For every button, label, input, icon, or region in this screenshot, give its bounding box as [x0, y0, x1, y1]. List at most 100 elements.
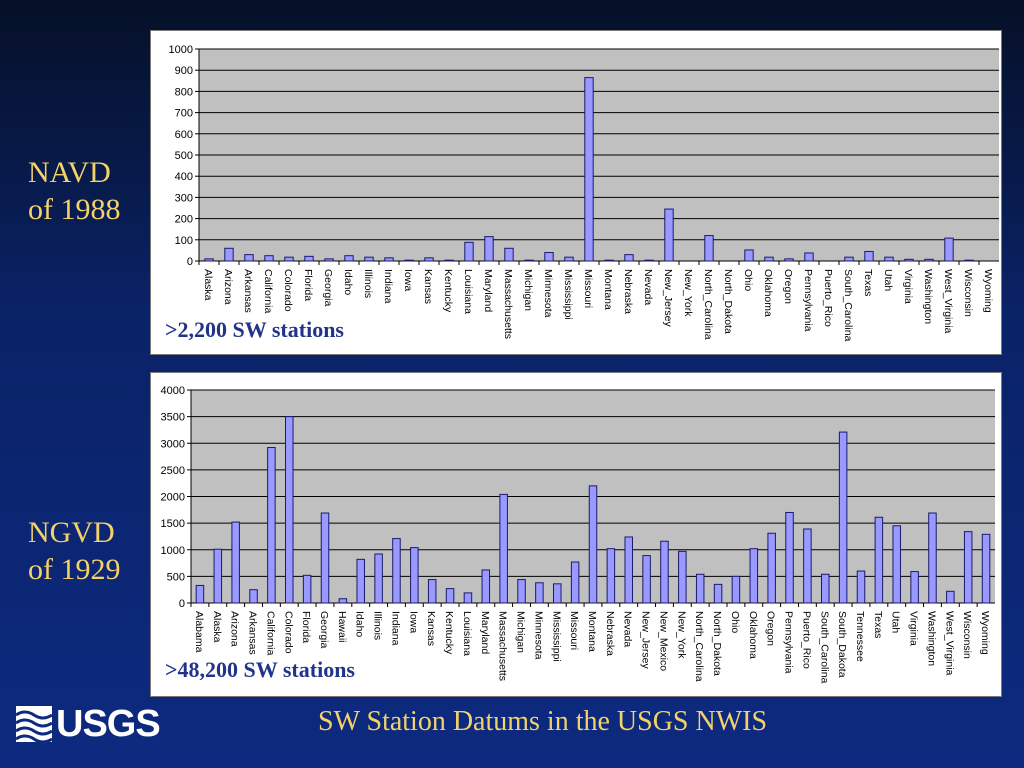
- navd-bar-maryland: [484, 236, 494, 262]
- navd-xtick-label: California: [262, 269, 274, 314]
- ngvd-bar-arizona: [231, 521, 240, 604]
- ngvd-xtick-label: New_York: [675, 611, 687, 659]
- navd-xtick-label: Wisconsin: [962, 269, 974, 317]
- navd-bar-pennsylvania: [804, 252, 814, 262]
- ngvd-label-line1: NGVD: [28, 516, 115, 549]
- ngvd-xtick-label: Utah: [890, 611, 902, 633]
- ngvd-bar-oklahoma: [749, 548, 759, 604]
- navd-ytick-label: 200: [175, 214, 193, 226]
- ngvd-ytick-label: 500: [167, 571, 185, 583]
- navd-xtick-label: Alaska: [202, 269, 214, 301]
- ngvd-xtick-label: Mississippi: [550, 611, 562, 662]
- navd-xtick-label: Nevada: [642, 269, 654, 305]
- navd-xtick-label: Missouri: [582, 269, 594, 308]
- ngvd-bar-hawaii: [338, 598, 348, 604]
- navd-bar-colorado: [284, 256, 294, 262]
- ngvd-xtick-label: Michigan: [515, 611, 527, 653]
- navd-bar-nevada: [644, 259, 654, 262]
- ngvd-xtick-label: Georgia: [318, 611, 330, 649]
- ngvd-xtick-label: Maryland: [479, 611, 491, 654]
- ngvd-bar-north_dakota: [713, 583, 723, 604]
- ngvd-bar-wyoming: [981, 533, 991, 604]
- ngvd-xtick-label: Indiana: [389, 611, 401, 646]
- navd-xtick-label: Georgia: [322, 269, 334, 307]
- ngvd-bar-michigan: [517, 579, 526, 604]
- ngvd-xtick-label: West_Virginia: [943, 611, 955, 676]
- ngvd-bar-missouri: [570, 561, 580, 604]
- ngvd-bar-puerto_rico: [803, 528, 812, 604]
- navd-bar-georgia: [324, 258, 334, 262]
- ngvd-xtick-label: Illinois: [372, 611, 384, 640]
- navd-bar-nebraska: [624, 254, 634, 262]
- navd-bar-missouri: [584, 77, 594, 262]
- ngvd-label: NGVD of 1929: [28, 514, 148, 588]
- navd-bar-montana: [604, 259, 614, 262]
- navd-xtick-label: Kansas: [422, 269, 434, 304]
- navd-xtick-label: Washington: [922, 269, 934, 324]
- navd-bar-louisiana: [464, 241, 474, 262]
- navd-bar-south_carolina: [844, 256, 854, 262]
- navd-xtick-label: Puerto_Rico: [822, 269, 834, 327]
- navd-chart-panel: 0 100 200 300 400 500 600 700 800 900 1000 Alaska Ar…: [150, 30, 1002, 355]
- ngvd-bar-georgia: [320, 512, 330, 604]
- navd-bar-north_carolina: [704, 235, 714, 262]
- ngvd-bar-iowa: [410, 547, 419, 604]
- navd-xtick-label: North_Dakota: [722, 269, 734, 334]
- ngvd-xtick-label: New_Mexico: [657, 611, 669, 671]
- navd-xtick-label: Minnesota: [542, 269, 554, 318]
- ngvd-xtick-label: Hawaii: [336, 611, 348, 643]
- ngvd-bar-florida: [302, 574, 312, 604]
- ngvd-xtick-label: Colorado: [282, 611, 294, 654]
- ngvd-bar-minnesota: [535, 582, 544, 604]
- navd-xtick-label: West_Virginia: [942, 269, 954, 334]
- ngvd-xtick-label: Nevada: [622, 611, 634, 647]
- navd-bar-wisconsin: [964, 259, 974, 262]
- navd-xtick-label: Iowa: [402, 269, 414, 291]
- navd-xtick-label: Arizona: [222, 269, 234, 305]
- ngvd-xtick-label: Virginia: [908, 611, 920, 646]
- ngvd-ytick-label: 2500: [161, 465, 185, 477]
- ngvd-bar-montana: [588, 485, 598, 604]
- ngvd-xtick-label: South_Carolina: [818, 611, 830, 684]
- navd-ytick-label: 500: [175, 150, 193, 162]
- navd-bar-massachusetts: [504, 247, 514, 262]
- ngvd-bar-tennessee: [856, 570, 866, 604]
- ngvd-xtick-label: Kansas: [425, 611, 437, 646]
- navd-bar-kentucky: [444, 259, 454, 262]
- ngvd-caption: >48,200 SW stations: [165, 657, 355, 682]
- navd-xtick-label: Nebraska: [622, 269, 634, 314]
- ngvd-bar-alaska: [213, 548, 223, 604]
- ngvd-xtick-label: Kentucky: [443, 611, 455, 655]
- navd-xtick-label: Maryland: [482, 269, 494, 312]
- ngvd-xtick-label: Arizona: [229, 611, 241, 647]
- ngvd-bar-oregon: [767, 532, 776, 604]
- navd-bar-texas: [864, 250, 874, 262]
- ngvd-xtick-label: Oklahoma: [747, 611, 759, 659]
- ngvd-ytick-label: 3000: [161, 438, 185, 450]
- navd-xtick-label: Louisiana: [462, 269, 474, 314]
- ngvd-bar-ohio: [731, 575, 741, 604]
- ngvd-xtick-label: South_Dakota: [836, 611, 848, 678]
- navd-xtick-label: Florida: [302, 269, 314, 301]
- navd-bar-ohio: [744, 249, 754, 262]
- ngvd-bar-mississippi: [553, 583, 562, 604]
- ngvd-bar-virginia: [910, 571, 919, 604]
- navd-xtick-label: Arkansas: [242, 269, 254, 313]
- navd-bar-california: [264, 255, 274, 262]
- ngvd-bar-louisiana: [463, 592, 473, 604]
- navd-bar-utah: [884, 256, 894, 262]
- usgs-wave-icon: [16, 706, 52, 742]
- ngvd-xtick-label: Texas: [872, 611, 884, 638]
- ngvd-xtick-label: Idaho: [354, 611, 366, 637]
- navd-xtick-label: Massachusetts: [502, 269, 514, 339]
- navd-bar-oregon: [784, 258, 794, 262]
- usgs-wordmark: USGS: [56, 702, 161, 745]
- navd-ytick-label: 0: [187, 256, 193, 268]
- navd-label-line1: NAVD: [28, 156, 111, 189]
- ngvd-bar-nevada: [624, 536, 633, 604]
- usgs-logo: USGS: [16, 702, 161, 745]
- navd-bar-minnesota: [544, 252, 554, 262]
- navd-bar-alaska: [204, 258, 214, 262]
- ngvd-bar-indiana: [392, 538, 401, 604]
- navd-ytick-label: 1000: [169, 44, 193, 56]
